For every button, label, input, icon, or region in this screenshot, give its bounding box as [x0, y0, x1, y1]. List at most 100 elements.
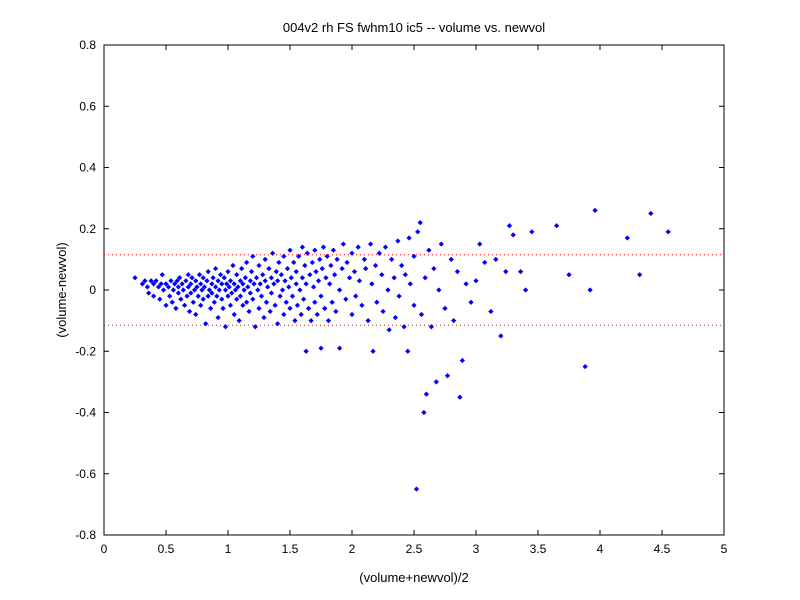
chart-title: 004v2 rh FS fwhm10 ic5 -- volume vs. new…: [283, 20, 545, 35]
data-point: [482, 259, 488, 266]
data-point: [188, 290, 194, 296]
data-point: [163, 302, 169, 308]
data-point: [225, 293, 231, 299]
data-point: [204, 278, 210, 284]
data-point: [459, 357, 465, 364]
data-point: [582, 363, 588, 370]
y-tick-label: 0.2: [79, 222, 96, 236]
data-point: [436, 287, 442, 293]
data-point: [158, 281, 164, 287]
data-point: [438, 241, 444, 247]
data-point: [184, 293, 190, 299]
data-point: [170, 287, 177, 293]
data-point: [391, 275, 397, 281]
data-point: [224, 281, 230, 287]
data-point: [175, 284, 182, 290]
data-point: [146, 290, 152, 296]
data-point: [380, 308, 386, 315]
data-point: [293, 281, 299, 287]
data-point: [240, 281, 246, 287]
data-point: [328, 262, 334, 269]
data-point: [268, 290, 275, 296]
data-point: [415, 229, 421, 235]
data-point: [253, 275, 260, 281]
data-point: [236, 318, 242, 324]
data-point: [132, 275, 138, 281]
data-point: [529, 229, 535, 235]
data-point: [165, 284, 172, 290]
data-point: [288, 275, 294, 281]
data-point: [304, 250, 310, 256]
data-point: [266, 265, 272, 272]
data-point: [522, 287, 529, 293]
data-point: [310, 284, 317, 290]
x-tick-label: 4: [597, 542, 604, 556]
data-point: [406, 235, 412, 241]
data-point: [199, 287, 205, 293]
data-point: [340, 241, 346, 247]
data-point: [139, 281, 146, 287]
data-point: [389, 256, 395, 262]
data-point: [212, 265, 219, 272]
data-point: [648, 210, 654, 217]
data-point: [426, 247, 432, 253]
data-point: [274, 321, 281, 327]
data-point: [240, 302, 246, 308]
data-point: [239, 265, 245, 272]
data-point: [209, 290, 215, 296]
data-point: [256, 305, 262, 311]
data-point: [327, 281, 333, 287]
data-point: [237, 278, 244, 284]
x-tick-label: 1.5: [282, 542, 299, 556]
data-point: [323, 275, 329, 281]
data-point: [317, 256, 323, 262]
data-point: [398, 262, 405, 269]
data-point: [313, 269, 319, 275]
data-point: [272, 302, 278, 308]
data-point: [503, 269, 509, 275]
data-point: [498, 333, 504, 339]
data-point: [454, 269, 461, 275]
data-point: [473, 278, 479, 284]
data-point: [369, 281, 375, 287]
data-point: [279, 287, 286, 293]
data-point: [267, 308, 273, 315]
data-point: [203, 321, 209, 327]
y-tick-label: 0.6: [79, 99, 96, 113]
data-point: [168, 278, 174, 284]
y-tick-label: 0.8: [79, 38, 96, 52]
data-point: [200, 275, 206, 281]
data-point: [363, 265, 369, 272]
data-point: [287, 247, 293, 253]
data-point: [268, 275, 275, 281]
data-point: [359, 302, 365, 308]
data-point: [320, 244, 327, 250]
data-point: [566, 272, 572, 278]
data-point: [376, 250, 382, 256]
data-point: [261, 314, 267, 321]
y-axis-ticks: -0.8 -0.6 -0.4 -0.2 0 0.2 0.4 0.6 0.8: [75, 38, 724, 542]
y-axis-label: (volume-newvol): [54, 242, 69, 337]
x-tick-label: 2: [349, 542, 356, 556]
data-point: [343, 296, 349, 302]
data-point: [433, 379, 439, 385]
data-point: [251, 281, 257, 287]
data-point: [150, 293, 157, 299]
data-point: [488, 308, 494, 315]
data-point: [185, 272, 191, 278]
data-point: [167, 293, 173, 299]
data-point: [155, 284, 162, 290]
data-point: [428, 324, 434, 330]
data-point: [510, 232, 516, 238]
data-point: [221, 275, 227, 281]
data-point: [421, 409, 427, 416]
data-point: [296, 253, 302, 259]
data-point: [180, 287, 186, 293]
data-point: [241, 287, 247, 293]
data-point: [227, 278, 234, 284]
data-point: [336, 287, 343, 293]
data-point: [303, 281, 309, 287]
data-point: [198, 281, 204, 287]
data-point: [334, 256, 340, 262]
data-point: [444, 373, 451, 379]
